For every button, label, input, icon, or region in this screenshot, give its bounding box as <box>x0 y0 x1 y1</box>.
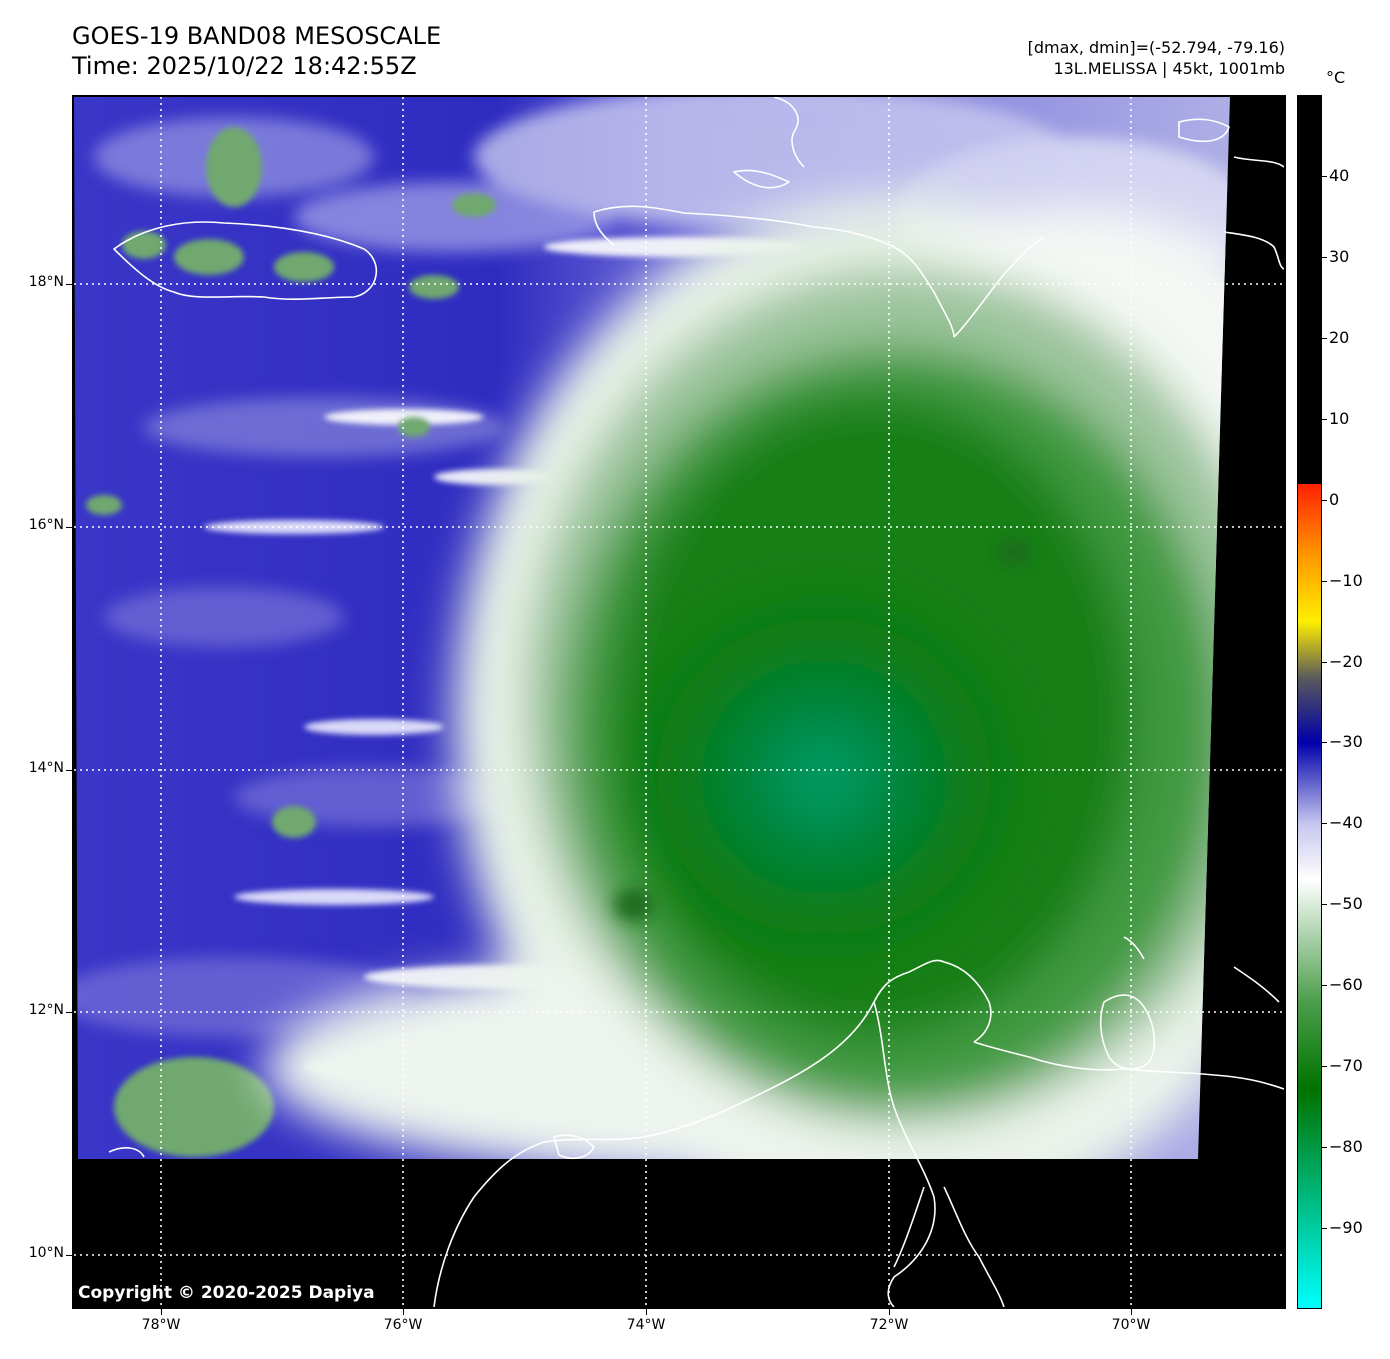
colorbar-tick-label: −10 <box>1329 570 1363 590</box>
colorbar-tick <box>1322 175 1327 177</box>
lat-label-16n: 16°N <box>28 517 64 533</box>
colorbar-tick-label: 40 <box>1329 165 1350 185</box>
lat-label-18n: 18°N <box>28 274 64 290</box>
colorbar-tick <box>1322 742 1327 744</box>
colorbar-tick-label: −70 <box>1329 1056 1363 1076</box>
colorbar-tick <box>1322 580 1327 582</box>
colorbar-tick-label: −20 <box>1329 651 1363 671</box>
lon-label-76w: 76°W <box>383 1317 423 1333</box>
lon-tick <box>889 1309 890 1315</box>
colorbar-tick-label: −30 <box>1329 732 1363 752</box>
data-range-text: [dmax, dmin]=(-52.794, -79.16) <box>1027 38 1285 57</box>
colorbar-tick <box>1322 418 1327 420</box>
map-title: GOES-19 BAND08 MESOSCALE <box>72 22 442 50</box>
colorbar-tick <box>1322 985 1327 987</box>
colorbar-unit: °C <box>1326 68 1346 87</box>
lon-tick <box>1131 1309 1132 1315</box>
copyright-text: Copyright © 2020-2025 Dapiya <box>78 1283 375 1303</box>
lon-label-78w: 78°W <box>141 1317 181 1333</box>
lon-label-74w: 74°W <box>626 1317 666 1333</box>
lat-tick <box>66 284 72 285</box>
lon-tick <box>161 1309 162 1315</box>
colorbar-tick-label: 0 <box>1329 489 1340 509</box>
colorbar-tick <box>1322 1228 1327 1230</box>
colorbar-tick <box>1322 1147 1327 1149</box>
lon-label-70w: 70°W <box>1111 1317 1151 1333</box>
colorbar-tick <box>1322 499 1327 501</box>
map-time: Time: 2025/10/22 18:42:55Z <box>72 52 417 80</box>
storm-info-text: 13L.MELISSA | 45kt, 1001mb <box>1053 59 1285 78</box>
colorbar-tick-label: 30 <box>1329 246 1350 266</box>
colorbar-tick <box>1322 256 1327 258</box>
colorbar-tick-label: −40 <box>1329 813 1363 833</box>
colorbar-tick-label: −80 <box>1329 1137 1363 1157</box>
lat-label-10n: 10°N <box>28 1245 64 1261</box>
colorbar-tick <box>1322 337 1327 339</box>
colorbar <box>1297 95 1322 1309</box>
lon-label-72w: 72°W <box>869 1317 909 1333</box>
colorbar-tick <box>1322 904 1327 906</box>
colorbar-tick <box>1322 823 1327 825</box>
lon-tick <box>403 1309 404 1315</box>
lon-tick <box>646 1309 647 1315</box>
lat-tick <box>66 1012 72 1013</box>
lat-tick <box>66 527 72 528</box>
colorbar-tick <box>1322 661 1327 663</box>
colorbar-tick-label: −50 <box>1329 894 1363 914</box>
lat-label-12n: 12°N <box>28 1002 64 1018</box>
colorbar-tick <box>1322 1066 1327 1068</box>
lat-tick <box>66 770 72 771</box>
satellite-imagery <box>74 97 1284 1307</box>
colorbar-tick-label: −90 <box>1329 1218 1363 1238</box>
colorbar-tick-label: 10 <box>1329 408 1350 428</box>
colorbar-tick-label: −60 <box>1329 975 1363 995</box>
lat-tick <box>66 1255 72 1256</box>
lat-label-14n: 14°N <box>28 760 64 776</box>
satellite-map <box>72 95 1286 1309</box>
colorbar-tick-label: 20 <box>1329 327 1350 347</box>
